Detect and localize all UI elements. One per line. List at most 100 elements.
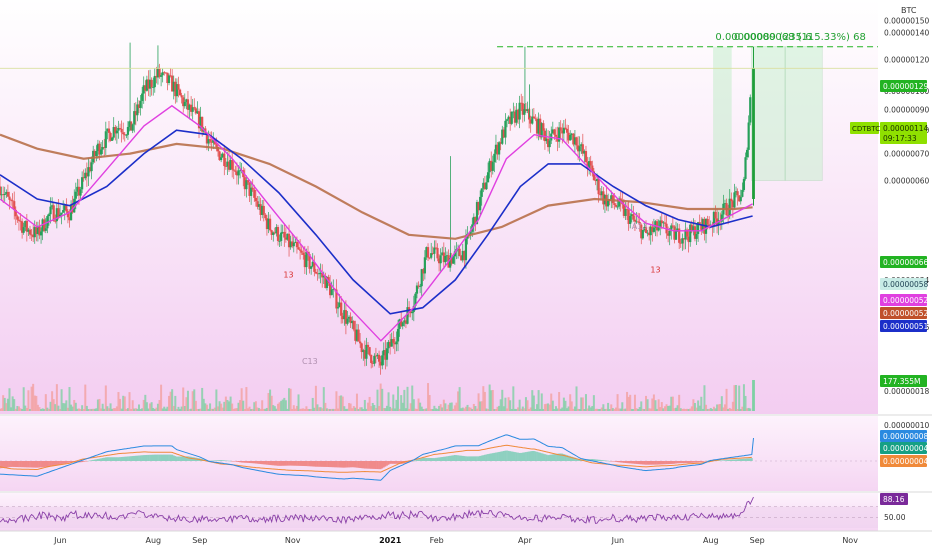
volume-bar — [13, 399, 16, 411]
macd-histogram-bar — [85, 461, 88, 462]
volume-bar — [397, 386, 400, 411]
candle-body — [599, 194, 602, 196]
candle-body — [745, 149, 749, 158]
candle-body — [294, 241, 297, 243]
macd-histogram-bar — [534, 451, 537, 461]
candle-body — [485, 182, 488, 190]
volume-bar — [498, 405, 501, 411]
candle-body — [161, 72, 164, 76]
macd-histogram-bar — [441, 457, 444, 461]
volume-bar — [697, 400, 700, 411]
volume-bar — [438, 405, 441, 411]
candle-body — [321, 272, 324, 278]
volume-bar — [442, 399, 445, 411]
volume-bar — [556, 408, 559, 411]
candle-body — [635, 221, 638, 223]
macd-histogram-bar — [744, 458, 747, 461]
candle-body — [287, 233, 291, 248]
macd-histogram-bar — [256, 461, 259, 464]
macd-histogram-bar — [303, 461, 306, 467]
volume-bar — [291, 408, 294, 411]
macd-histogram-bar — [43, 461, 46, 468]
volume-bar — [457, 391, 460, 411]
candle-body — [728, 198, 731, 216]
volume-bar — [267, 393, 270, 411]
candle-body — [610, 195, 613, 201]
volume-bar — [359, 407, 362, 411]
price-badge: 0.00000052 — [883, 296, 929, 305]
candle-body — [703, 219, 706, 234]
macd-histogram-bar — [95, 459, 98, 461]
volume-bar — [645, 395, 648, 411]
volume-bar — [212, 408, 215, 411]
sequence-marker: C13 — [302, 357, 318, 366]
macd-histogram-bar — [18, 461, 20, 468]
candle-body — [403, 320, 406, 323]
candle-body — [589, 161, 592, 166]
volume-bar — [253, 402, 256, 411]
macd-histogram-bar — [515, 452, 518, 461]
volume-bar — [153, 408, 156, 411]
candle-body — [69, 205, 73, 221]
volume-bar — [536, 404, 539, 411]
macd-histogram-bar — [589, 459, 592, 461]
macd-histogram-bar — [356, 461, 358, 468]
volume-bar — [272, 405, 275, 411]
macd-histogram-bar — [727, 459, 730, 461]
macd-histogram-bar — [264, 461, 267, 465]
volume-bar — [131, 400, 134, 411]
volume-bar — [275, 408, 278, 411]
candle-body — [390, 339, 393, 347]
candle-body — [509, 116, 512, 124]
macd-histogram-bar — [618, 461, 621, 463]
candle-body — [251, 187, 254, 190]
volume-bar — [10, 407, 13, 411]
volume-bar — [321, 408, 324, 411]
macd-histogram-bar — [539, 452, 542, 461]
macd-histogram-bar — [289, 461, 292, 466]
candle-body — [689, 224, 692, 243]
macd-histogram-bar — [14, 461, 17, 468]
candle-body — [441, 252, 444, 256]
macd-histogram-bar — [0, 461, 3, 469]
macd-histogram-bar — [412, 460, 415, 462]
macd-histogram-bar — [544, 454, 546, 461]
volume-bar — [183, 406, 186, 411]
macd-histogram-bar — [673, 461, 676, 464]
macd-histogram-bar — [114, 457, 117, 461]
macd-histogram-bar — [35, 461, 38, 468]
candle-body — [463, 250, 466, 261]
macd-histogram-bar — [273, 461, 276, 466]
volume-bar — [202, 398, 205, 411]
volume-bar — [299, 408, 302, 411]
ma-fast-line — [0, 104, 753, 342]
candle-body — [232, 169, 235, 171]
volume-bar — [216, 406, 219, 411]
macd-histogram-bar — [275, 461, 278, 466]
volume-bar — [288, 388, 291, 411]
volume-bar — [596, 408, 599, 411]
candle-body — [74, 191, 77, 199]
macd-histogram-bar — [416, 459, 418, 461]
macd-histogram-bar — [291, 461, 294, 466]
macd-histogram-bar — [93, 459, 96, 461]
candle-body — [523, 109, 526, 115]
candle-body — [39, 231, 43, 236]
volume-bar — [551, 400, 554, 411]
volume-bar — [329, 408, 332, 411]
volume-bar — [731, 401, 734, 411]
macd-histogram-bar — [621, 461, 624, 463]
candle-body — [618, 198, 621, 207]
macd-histogram-bar — [37, 461, 39, 468]
candle-body — [685, 229, 689, 237]
measure-label-second: 0.00000068 (115.33%) 68 — [734, 32, 866, 43]
volume-bar — [43, 408, 46, 411]
macd-histogram-bar — [597, 459, 600, 461]
price-badge-bg — [880, 320, 927, 332]
volume-bar — [499, 399, 502, 411]
macd-histogram-bar — [392, 461, 395, 464]
macd-histogram-bar — [739, 459, 742, 461]
macd-histogram-bar — [671, 461, 674, 464]
